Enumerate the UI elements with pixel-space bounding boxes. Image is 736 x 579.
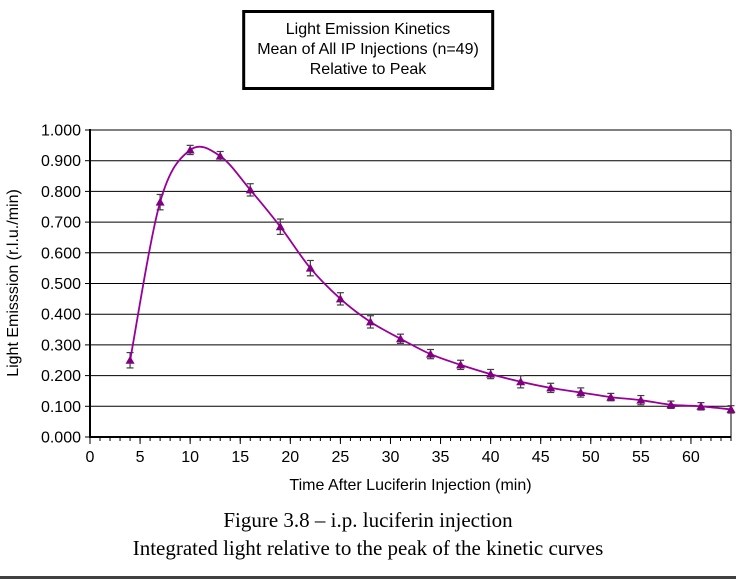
svg-text:0.700: 0.700 — [41, 215, 81, 232]
svg-text:0.500: 0.500 — [41, 276, 81, 293]
svg-text:35: 35 — [432, 449, 450, 466]
figure-caption-line-1: Figure 3.8 – i.p. luciferin injection — [223, 508, 513, 532]
kinetics-chart: 0.000 0.100 0.200 0.300 0.400 0.500 0.600 0.700… — [41, 123, 736, 466]
svg-text:50: 50 — [582, 449, 600, 466]
x-ticks — [89, 437, 732, 444]
svg-text:0.300: 0.300 — [41, 337, 81, 354]
chart-title-line-3: Relative to Peak — [309, 61, 427, 78]
svg-text:0.000: 0.000 — [41, 430, 81, 447]
svg-text:45: 45 — [532, 449, 550, 466]
chart-title-box: Light Emission Kinetics Mean of All IP I… — [242, 10, 494, 90]
svg-text:40: 40 — [482, 449, 500, 466]
series-markers — [125, 145, 736, 413]
series-line — [129, 145, 732, 411]
chart-title-line-2: Mean of All IP Injections (n=49) — [257, 41, 479, 58]
svg-text:0.900: 0.900 — [41, 153, 81, 170]
svg-text:0.600: 0.600 — [41, 245, 81, 262]
svg-text:55: 55 — [632, 449, 650, 466]
x-tick-labels: 0 5 10 15 20 25 30 35 40 45 50 55 60 — [86, 449, 700, 466]
svg-text:0.400: 0.400 — [41, 307, 81, 324]
gridlines — [90, 129, 732, 437]
x-axis-label: Time After Luciferin Injection (min) — [289, 477, 532, 494]
figure-caption-line-2: Integrated light relative to the peak of… — [132, 536, 604, 560]
axis-lines — [89, 129, 731, 438]
svg-text:0.200: 0.200 — [41, 368, 81, 385]
svg-text:15: 15 — [231, 449, 249, 466]
svg-text:1.000: 1.000 — [41, 123, 81, 140]
y-tick-labels: 0.000 0.100 0.200 0.300 0.400 0.500 0.600 0.700… — [41, 123, 81, 447]
svg-text:60: 60 — [682, 449, 700, 466]
svg-text:20: 20 — [281, 449, 299, 466]
svg-text:0.800: 0.800 — [41, 184, 81, 201]
chart-title-line-1: Light Emission Kinetics — [285, 21, 451, 38]
svg-text:25: 25 — [331, 449, 349, 466]
page-bottom-border — [0, 576, 736, 579]
svg-text:0.100: 0.100 — [41, 399, 81, 416]
svg-text:30: 30 — [382, 449, 400, 466]
error-bars — [126, 144, 735, 414]
svg-text:10: 10 — [181, 449, 199, 466]
svg-text:0: 0 — [86, 449, 95, 466]
svg-text:5: 5 — [136, 449, 145, 466]
